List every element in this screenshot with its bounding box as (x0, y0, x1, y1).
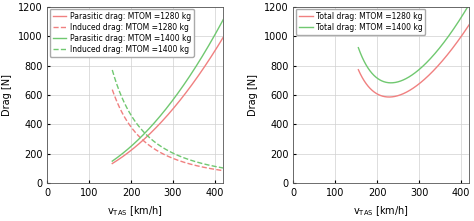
X-axis label: v$_{\rm TAS}$ [km/h]: v$_{\rm TAS}$ [km/h] (354, 204, 410, 218)
X-axis label: v$_{\rm TAS}$ [km/h]: v$_{\rm TAS}$ [km/h] (107, 204, 163, 218)
Y-axis label: Drag [N]: Drag [N] (2, 74, 12, 116)
Legend: Parasitic drag: MTOM =1280 kg, Induced drag: MTOM =1280 kg, Parasitic drag: MTOM: Parasitic drag: MTOM =1280 kg, Induced d… (50, 9, 194, 57)
Y-axis label: Drag [N]: Drag [N] (248, 74, 258, 116)
Legend: Total drag: MTOM =1280 kg, Total drag: MTOM =1400 kg: Total drag: MTOM =1280 kg, Total drag: M… (296, 9, 426, 35)
